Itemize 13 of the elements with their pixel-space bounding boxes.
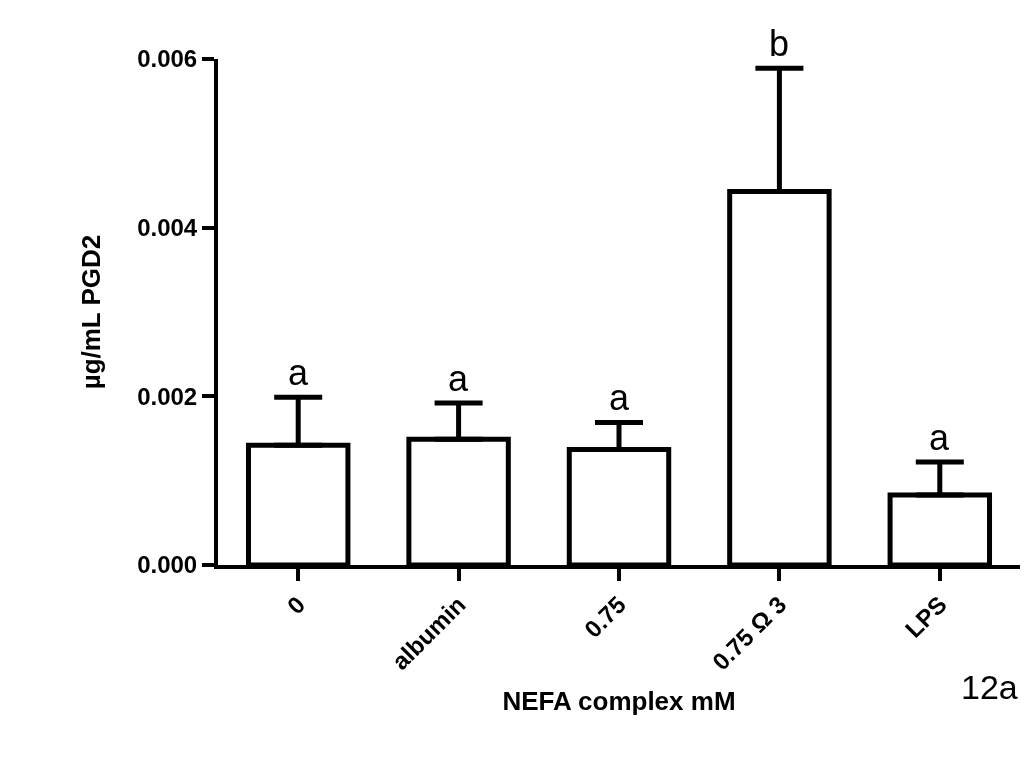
y-tick-label: 0.002 [137, 382, 198, 410]
y-tick-label: 0.006 [137, 45, 198, 73]
annotation: a [288, 352, 309, 393]
y-tick-label: 0.004 [137, 214, 198, 242]
y-tick-label: 0.000 [137, 551, 198, 579]
annotation: a [448, 358, 469, 399]
x-axis-title: NEFA complex mM [502, 685, 736, 716]
x-tick-label: 0 [281, 590, 311, 620]
annotation: a [929, 417, 950, 458]
annotation: b [769, 23, 790, 64]
y-axis-title: µg/mL PGD2 [76, 234, 107, 390]
text: 12a [961, 668, 1018, 706]
annotation: a [609, 377, 630, 418]
